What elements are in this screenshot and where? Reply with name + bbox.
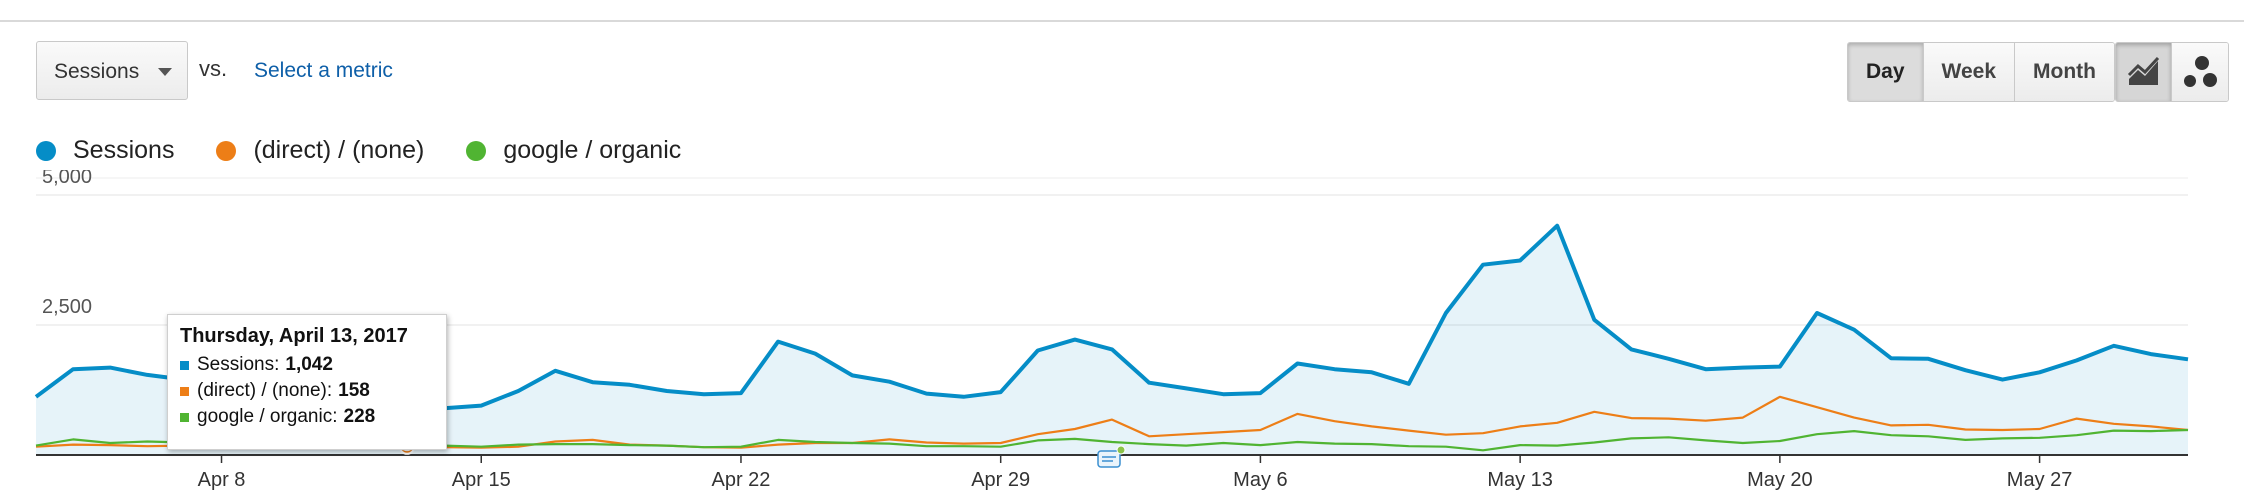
tooltip-row-label: (direct) / (none): <box>197 380 333 401</box>
chart-view-toggle-group <box>2115 42 2229 102</box>
motion-chart-button[interactable] <box>2172 43 2228 101</box>
x-tick-label: May 6 <box>1233 469 1287 491</box>
top-divider <box>0 20 2244 22</box>
series-area-0 <box>36 225 2188 455</box>
legend-dot-icon <box>36 140 56 161</box>
tooltip-row-value: 158 <box>338 380 370 401</box>
day-button[interactable]: Day <box>1848 43 1924 101</box>
tooltip-row-value: 228 <box>343 406 376 427</box>
caret-down-icon <box>158 68 172 76</box>
legend-label: Sessions <box>73 136 175 164</box>
week-button[interactable]: Week <box>1923 43 2016 101</box>
primary-metric-label: Sessions <box>54 60 140 83</box>
tooltip-date: Thursday, April 13, 2017 <box>180 325 408 347</box>
month-button[interactable]: Month <box>2015 43 2114 101</box>
x-tick-label: May 27 <box>2007 469 2073 491</box>
vs-label: vs. <box>199 56 228 81</box>
tooltip-row-value: 1,042 <box>285 354 333 375</box>
x-tick-label: May 20 <box>1747 469 1813 491</box>
line-chart-button[interactable] <box>2116 43 2172 101</box>
swatch-icon <box>180 360 189 370</box>
tooltip-row-google-organic: google / organic: 228 <box>180 406 434 428</box>
tooltip-row-sessions: Sessions: 1,042 <box>180 354 434 376</box>
legend-item-direct[interactable]: (direct) / (none) <box>216 136 424 165</box>
tooltip-row-label: google / organic: <box>197 406 338 427</box>
annotation-icon[interactable] <box>1097 445 1126 468</box>
data-point-tooltip: Thursday, April 13, 2017 Sessions: 1,042… <box>167 314 447 450</box>
legend-item-google-organic[interactable]: google / organic <box>466 136 681 165</box>
primary-metric-select[interactable]: Sessions <box>36 41 188 100</box>
legend-label: (direct) / (none) <box>253 136 425 164</box>
chart-legend: Sessions (direct) / (none) google / orga… <box>36 136 723 165</box>
period-toggle-group: Day Week Month <box>1847 42 2115 102</box>
x-tick-label: Apr 15 <box>452 469 511 491</box>
legend-label: google / organic <box>503 136 682 164</box>
legend-item-sessions[interactable]: Sessions <box>36 136 174 165</box>
tooltip-row-label: Sessions: <box>197 354 280 375</box>
legend-dot-icon <box>466 140 487 161</box>
line-chart-icon <box>2127 57 2159 85</box>
x-tick-label: Apr 8 <box>198 469 246 491</box>
x-tick-label: May 13 <box>1487 469 1553 491</box>
tooltip-row-direct: (direct) / (none): 158 <box>180 380 434 402</box>
y-tick-label: 2,500 <box>42 296 92 318</box>
legend-dot-icon <box>216 140 237 161</box>
x-tick-label: Apr 22 <box>711 469 770 491</box>
y-tick-label: 5,000 <box>42 170 92 188</box>
motion-chart-icon <box>2184 56 2217 87</box>
swatch-icon <box>180 412 189 422</box>
swatch-icon <box>180 386 189 396</box>
select-metric-link[interactable]: Select a metric <box>254 59 393 82</box>
x-tick-label: Apr 29 <box>971 469 1030 491</box>
